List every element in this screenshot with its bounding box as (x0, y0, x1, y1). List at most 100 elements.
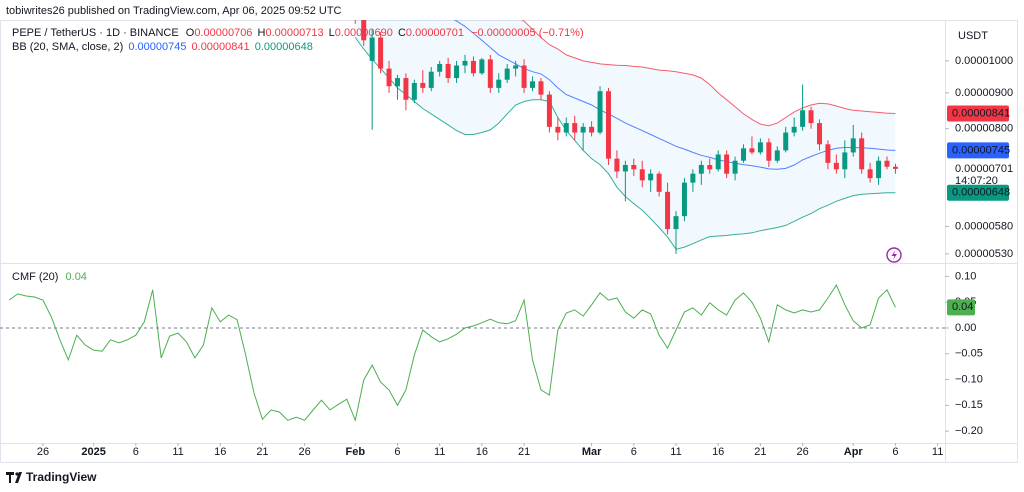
y-tick-label: −0.15 (955, 399, 983, 411)
bb-name: BB (20, SMA, close, 2) (12, 41, 123, 53)
candle-body (353, 8, 358, 18)
bb-line (521, 20, 896, 127)
y-tick-label: 0.00000580 (955, 220, 1013, 232)
candle-body (757, 142, 763, 153)
y-tick-label: 0.00001000 (955, 55, 1013, 67)
publisher: tobiwrites26 published on TradingView.co… (6, 5, 342, 17)
x-tick-label: Apr (844, 446, 864, 458)
x-tick-label: 16 (712, 446, 724, 458)
candle-body (420, 82, 426, 88)
cmf-line (8, 284, 896, 423)
candle-body (639, 169, 645, 181)
candle-body (850, 138, 856, 153)
x-tick-label: 26 (796, 446, 808, 458)
x-tick-label: 11 (932, 446, 943, 458)
candle-body (665, 191, 671, 230)
alert-icon[interactable] (886, 247, 902, 263)
candle-body (876, 160, 882, 179)
x-tick-label: 16 (214, 446, 226, 458)
x-tick-label: 6 (892, 446, 898, 458)
candle-body (732, 160, 738, 174)
candle-body (428, 71, 434, 88)
x-tick-label: 26 (37, 446, 49, 458)
candle-body (538, 81, 544, 95)
x-tick-label: 26 (299, 446, 311, 458)
candle-body (605, 91, 611, 159)
currency: USDT (958, 30, 988, 42)
x-tick-label: 6 (133, 446, 139, 458)
candle-body (774, 150, 780, 161)
candle-body (572, 123, 578, 133)
candle-body (808, 110, 814, 124)
candle-body (546, 94, 552, 127)
x-tick-label: 11 (434, 446, 445, 458)
x-tick-label: 6 (394, 446, 400, 458)
candle-body (715, 154, 721, 170)
candle-body (892, 166, 898, 169)
ohlc-value: 0.00000690 (335, 27, 393, 39)
brand: TradingView (26, 470, 97, 484)
symbol: PEPE / TetherUS · 1D · BINANCE (12, 27, 179, 39)
candle-body (445, 63, 451, 79)
y-tick-label: −0.05 (955, 348, 983, 360)
chart-frame (0, 20, 1018, 463)
candle-body (437, 63, 443, 72)
candle-body (394, 78, 400, 87)
cmf-label-box (947, 299, 975, 316)
bb-value: 0.00000648 (255, 41, 313, 53)
y-tick-label: 0.10 (955, 270, 976, 282)
bb-value: 0.00000841 (192, 41, 250, 53)
candle-body (749, 148, 755, 153)
price-label: 0.00000745 (952, 144, 1010, 156)
candle-body (597, 91, 603, 133)
candle-body (378, 37, 384, 69)
cmf-legend: CMF (20) 0.04 (12, 271, 87, 283)
candle-body (589, 126, 595, 133)
candle-body (741, 148, 747, 161)
candle-body (521, 65, 527, 88)
candle-body (454, 65, 460, 79)
candle-body (867, 169, 873, 179)
candle-body (580, 126, 586, 133)
candle-body (479, 59, 485, 74)
candle-body (766, 142, 772, 161)
cmf-pane (0, 284, 945, 423)
candle-body (724, 154, 730, 174)
countdown: 14:07:20 (955, 175, 998, 187)
candle-body (698, 164, 704, 174)
price-label-box (947, 105, 1009, 122)
candle-body (783, 132, 789, 151)
ohlc-letter: H (258, 27, 266, 39)
cmf-name: CMF (20) (12, 271, 58, 283)
candle-body (462, 60, 468, 66)
x-tick-label: 21 (754, 446, 766, 458)
ohlc-value: 0.00000706 (194, 27, 252, 39)
x-tick-label: 16 (476, 446, 488, 458)
candle-body (707, 164, 713, 170)
candle-body (614, 158, 620, 172)
cmf-label: 0.04 (952, 301, 973, 313)
candle-body (816, 123, 822, 145)
x-tick-label: 6 (631, 446, 637, 458)
candle-body (884, 160, 890, 167)
candle-body (631, 164, 637, 170)
candle-body (513, 65, 519, 69)
candle-body (555, 126, 561, 133)
price-label-box (947, 184, 1009, 201)
axes: 0.00001000 0.00000900 0.00000800 0.00000580… (37, 55, 1013, 458)
candle-body (487, 59, 493, 88)
candle-body (411, 82, 417, 100)
candle-body (690, 173, 696, 183)
y-tick-label: −0.10 (955, 373, 983, 385)
bb-legend: BB (20, SMA, close, 2) 0.00000745 0.0000… (12, 41, 313, 53)
x-tick-label: 21 (256, 446, 268, 458)
ohlc-value: 0.00000713 (265, 27, 323, 39)
candle-body (563, 123, 569, 133)
candle-body (369, 37, 375, 61)
candle-body (833, 162, 839, 170)
y-tick-label: 0.00 (955, 322, 976, 334)
candle-body (530, 81, 536, 88)
candle-body (361, 20, 367, 41)
candle-body (504, 68, 510, 80)
